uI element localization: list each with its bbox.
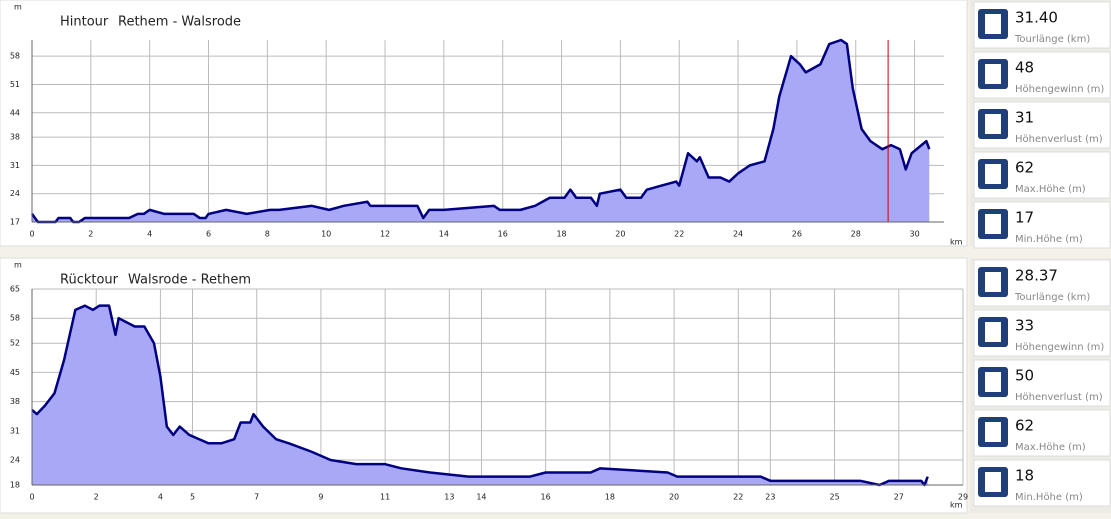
area [32, 40, 930, 222]
x-tick-label: 18 [556, 230, 566, 239]
y-tick-label: 58 [10, 314, 20, 323]
x-tick-label: 6 [206, 230, 211, 239]
stat-icon-inner [985, 164, 1001, 184]
x-tick-label: 28 [851, 230, 861, 239]
y-tick-label: 31 [10, 161, 20, 170]
stat-label: Max.Höhe (m) [1015, 442, 1086, 453]
stat-icon-inner [985, 214, 1001, 234]
x-tick-label: 13 [444, 493, 454, 502]
stat-label: Höhenverlust (m) [1015, 392, 1103, 403]
stat-label: Tourlänge (km) [1014, 292, 1090, 303]
y-tick-label: 17 [10, 218, 20, 227]
y-tick-label: 65 [10, 285, 20, 294]
y-tick-label: 38 [10, 133, 20, 142]
stat-icon-inner [985, 64, 1001, 84]
x-axis-label: km [950, 501, 963, 510]
y-tick-label: 38 [10, 397, 20, 406]
y-tick-label: 58 [10, 52, 20, 61]
x-tick-label: 7 [254, 493, 259, 502]
stat-value: 31.40 [1015, 9, 1058, 27]
x-tick-label: 12 [380, 230, 390, 239]
stat-label: Höhengewinn (m) [1015, 84, 1104, 95]
x-tick-label: 5 [190, 493, 195, 502]
x-tick-label: 10 [321, 230, 331, 239]
x-tick-label: 4 [158, 493, 163, 502]
x-tick-label: 9 [318, 493, 323, 502]
stat-value: 17 [1015, 209, 1034, 227]
stat-value: 50 [1015, 367, 1034, 385]
stat-value: 33 [1015, 317, 1034, 335]
x-tick-label: 20 [669, 493, 679, 502]
chart-title: Rücktour [60, 273, 119, 288]
x-tick-label: 23 [765, 493, 775, 502]
stat-label: Tourlänge (km) [1014, 34, 1090, 45]
stat-value: 31 [1015, 109, 1034, 127]
x-tick-label: 0 [29, 230, 34, 239]
x-tick-label: 22 [733, 493, 743, 502]
x-tick-label: 8 [265, 230, 270, 239]
y-tick-label: 45 [10, 368, 20, 377]
stat-icon-inner [985, 14, 1001, 34]
x-tick-label: 14 [439, 230, 449, 239]
x-tick-label: 18 [605, 493, 615, 502]
stat-label: Höhengewinn (m) [1015, 342, 1104, 353]
chart-subtitle: Rethem - Walsrode [118, 15, 241, 30]
stat-label: Min.Höhe (m) [1015, 234, 1083, 245]
x-tick-label: 26 [792, 230, 802, 239]
x-tick-label: 2 [94, 493, 99, 502]
chart-subtitle: Walsrode - Rethem [128, 273, 251, 288]
stat-value: 28.37 [1015, 267, 1058, 285]
x-tick-label: 2 [88, 230, 93, 239]
stat-icon-inner [985, 472, 1001, 492]
stat-icon-inner [985, 114, 1001, 134]
x-tick-label: 29 [958, 493, 968, 502]
stat-label: Höhenverlust (m) [1015, 134, 1103, 145]
y-tick-label: 24 [10, 189, 20, 198]
stat-value: 62 [1015, 417, 1034, 435]
x-tick-label: 0 [29, 493, 34, 502]
x-tick-label: 27 [894, 493, 904, 502]
y-tick-label: 52 [10, 339, 20, 348]
y-axis-label: m [14, 3, 22, 12]
x-tick-label: 22 [674, 230, 684, 239]
x-tick-label: 4 [147, 230, 152, 239]
stat-value: 48 [1015, 59, 1034, 77]
stat-icon-inner [985, 422, 1001, 442]
y-tick-label: 44 [10, 108, 20, 117]
stat-icon-inner [985, 272, 1001, 292]
y-tick-label: 31 [10, 426, 20, 435]
x-tick-label: 20 [615, 230, 625, 239]
x-tick-label: 11 [380, 493, 390, 502]
stat-label: Max.Höhe (m) [1015, 184, 1086, 195]
stat-icon-inner [985, 372, 1001, 392]
stat-value: 62 [1015, 159, 1034, 177]
y-tick-label: 18 [10, 481, 20, 490]
x-tick-label: 24 [733, 230, 743, 239]
area [32, 305, 928, 485]
x-tick-label: 16 [541, 493, 551, 502]
stat-icon-inner [985, 322, 1001, 342]
chart-title: Hintour [60, 15, 109, 30]
stat-label: Min.Höhe (m) [1015, 492, 1083, 503]
x-tick-label: 30 [909, 230, 919, 239]
y-tick-label: 24 [10, 455, 20, 464]
x-tick-label: 25 [829, 493, 839, 502]
line [31, 304, 929, 487]
x-axis-label: km [950, 238, 963, 247]
stat-value: 18 [1015, 467, 1034, 485]
x-tick-label: 14 [476, 493, 486, 502]
line [30, 38, 931, 224]
x-tick-label: 16 [498, 230, 508, 239]
y-axis-label: m [14, 261, 22, 270]
y-tick-label: 51 [10, 80, 20, 89]
